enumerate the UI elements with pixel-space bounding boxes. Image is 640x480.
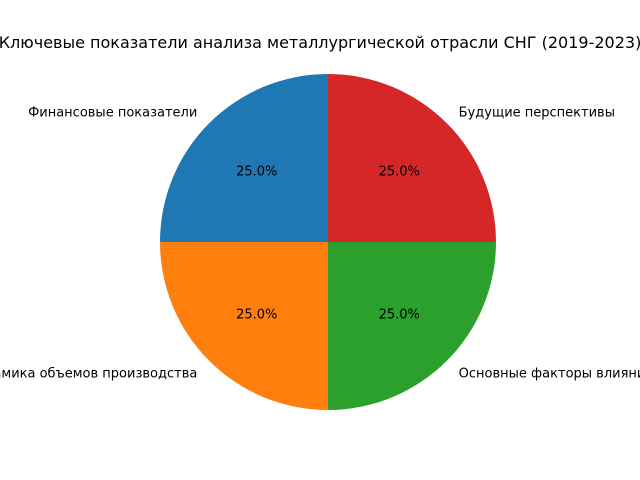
pie-slice-percent-1: 25.0%	[236, 165, 277, 180]
pie-slices	[160, 74, 496, 410]
pie-slice-percent-3: 25.0%	[379, 307, 420, 322]
pie-labels: 25.0% Финансовые показатели 25.0% Динамика …	[0, 105, 640, 381]
chart-title: Ключевые показатели анализа металлургиче…	[0, 33, 640, 52]
pie-slice-2	[160, 242, 328, 410]
pie-slice-percent-2: 25.0%	[236, 307, 277, 322]
pie-slice-percent-4: 25.0%	[379, 165, 420, 180]
pie-slice-label-3: Основные факторы влияния	[459, 367, 640, 382]
pie-slice-3	[328, 242, 496, 410]
pie-slice-label-1: Финансовые показатели	[28, 105, 197, 120]
pie-slice-1	[160, 74, 328, 242]
pie-slice-label-4: Будущие перспективы	[459, 105, 615, 120]
pie-slice-label-2: Динамика объемов производства	[0, 367, 197, 382]
pie-slice-4	[328, 74, 496, 242]
